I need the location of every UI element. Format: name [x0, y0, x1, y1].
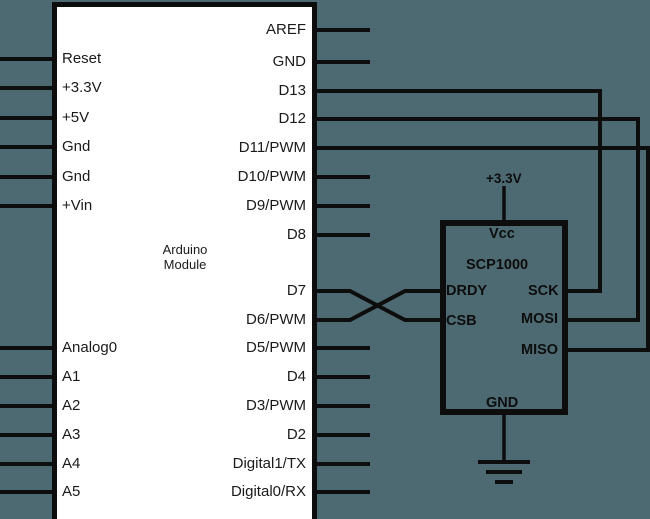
wire-d11-to-miso [315, 146, 650, 352]
pin-label-a2: A2 [62, 397, 81, 414]
pin-label-analog0: Analog0 [62, 339, 118, 356]
pin-label-a3: A3 [62, 426, 81, 443]
pin-label-digital0-rx: Digital0/RX [230, 483, 306, 500]
pin-label-digital1-tx: Digital1/TX [232, 455, 306, 472]
pin-label-d2: D2 [286, 426, 306, 443]
chip-pin-label-drdy: DRDY [446, 283, 488, 299]
pin-label-d12: D12 [278, 110, 306, 127]
chip-pin-label-sck: SCK [528, 283, 559, 299]
pin-label-d3: D3/PWM [246, 397, 306, 414]
pin-label-a5: A5 [62, 483, 81, 500]
pin-label-d5: D5/PWM [246, 339, 306, 356]
pin-label-d7: D7 [286, 282, 306, 299]
pin-label-gnd-1: Gnd [62, 138, 91, 155]
chip-pin-label-gnd: GND [486, 395, 519, 411]
wire-d12-to-mosi [315, 117, 640, 322]
pin-label-a4: A4 [62, 455, 81, 472]
pin-label-d11: D11/PWM [238, 139, 306, 156]
pin-label-d6: D6/PWM [246, 311, 306, 328]
pin-label-d13: D13 [278, 82, 306, 99]
pin-label-a1: A1 [62, 368, 81, 385]
pin-label-gnd-top: GND [272, 53, 306, 70]
pin-label-d10: D10/PWM [237, 168, 306, 185]
pin-label-reset: Reset [62, 50, 102, 67]
arduino-module-name-line1: Arduino [162, 242, 208, 257]
pin-label-3v3: +3.3V [62, 79, 102, 96]
scp1000-chip-box [440, 220, 568, 415]
wire-d13-to-sck [315, 89, 602, 293]
supply-label-3v3: +3.3V [486, 171, 522, 186]
wire-d6-to-drdy [315, 289, 440, 322]
pin-label-vin: +Vin [62, 197, 93, 214]
pin-label-aref: AREF [265, 21, 306, 38]
pin-label-5v: +5V [62, 109, 90, 126]
arduino-module-name-line2: Module [163, 257, 207, 272]
pin-label-gnd-2: Gnd [62, 168, 91, 185]
chip-pin-label-miso: MISO [521, 342, 559, 358]
arduino-module-box [52, 2, 317, 519]
pin-label-d8: D8 [286, 226, 306, 243]
chip-part-name: SCP1000 [466, 257, 529, 273]
pin-label-d9: D9/PWM [246, 197, 306, 214]
chip-pin-label-mosi: MOSI [521, 311, 559, 327]
pin-label-d4: D4 [286, 368, 306, 385]
chip-pin-label-vcc: Vcc [489, 226, 515, 242]
chip-pin-label-csb: CSB [446, 313, 477, 329]
